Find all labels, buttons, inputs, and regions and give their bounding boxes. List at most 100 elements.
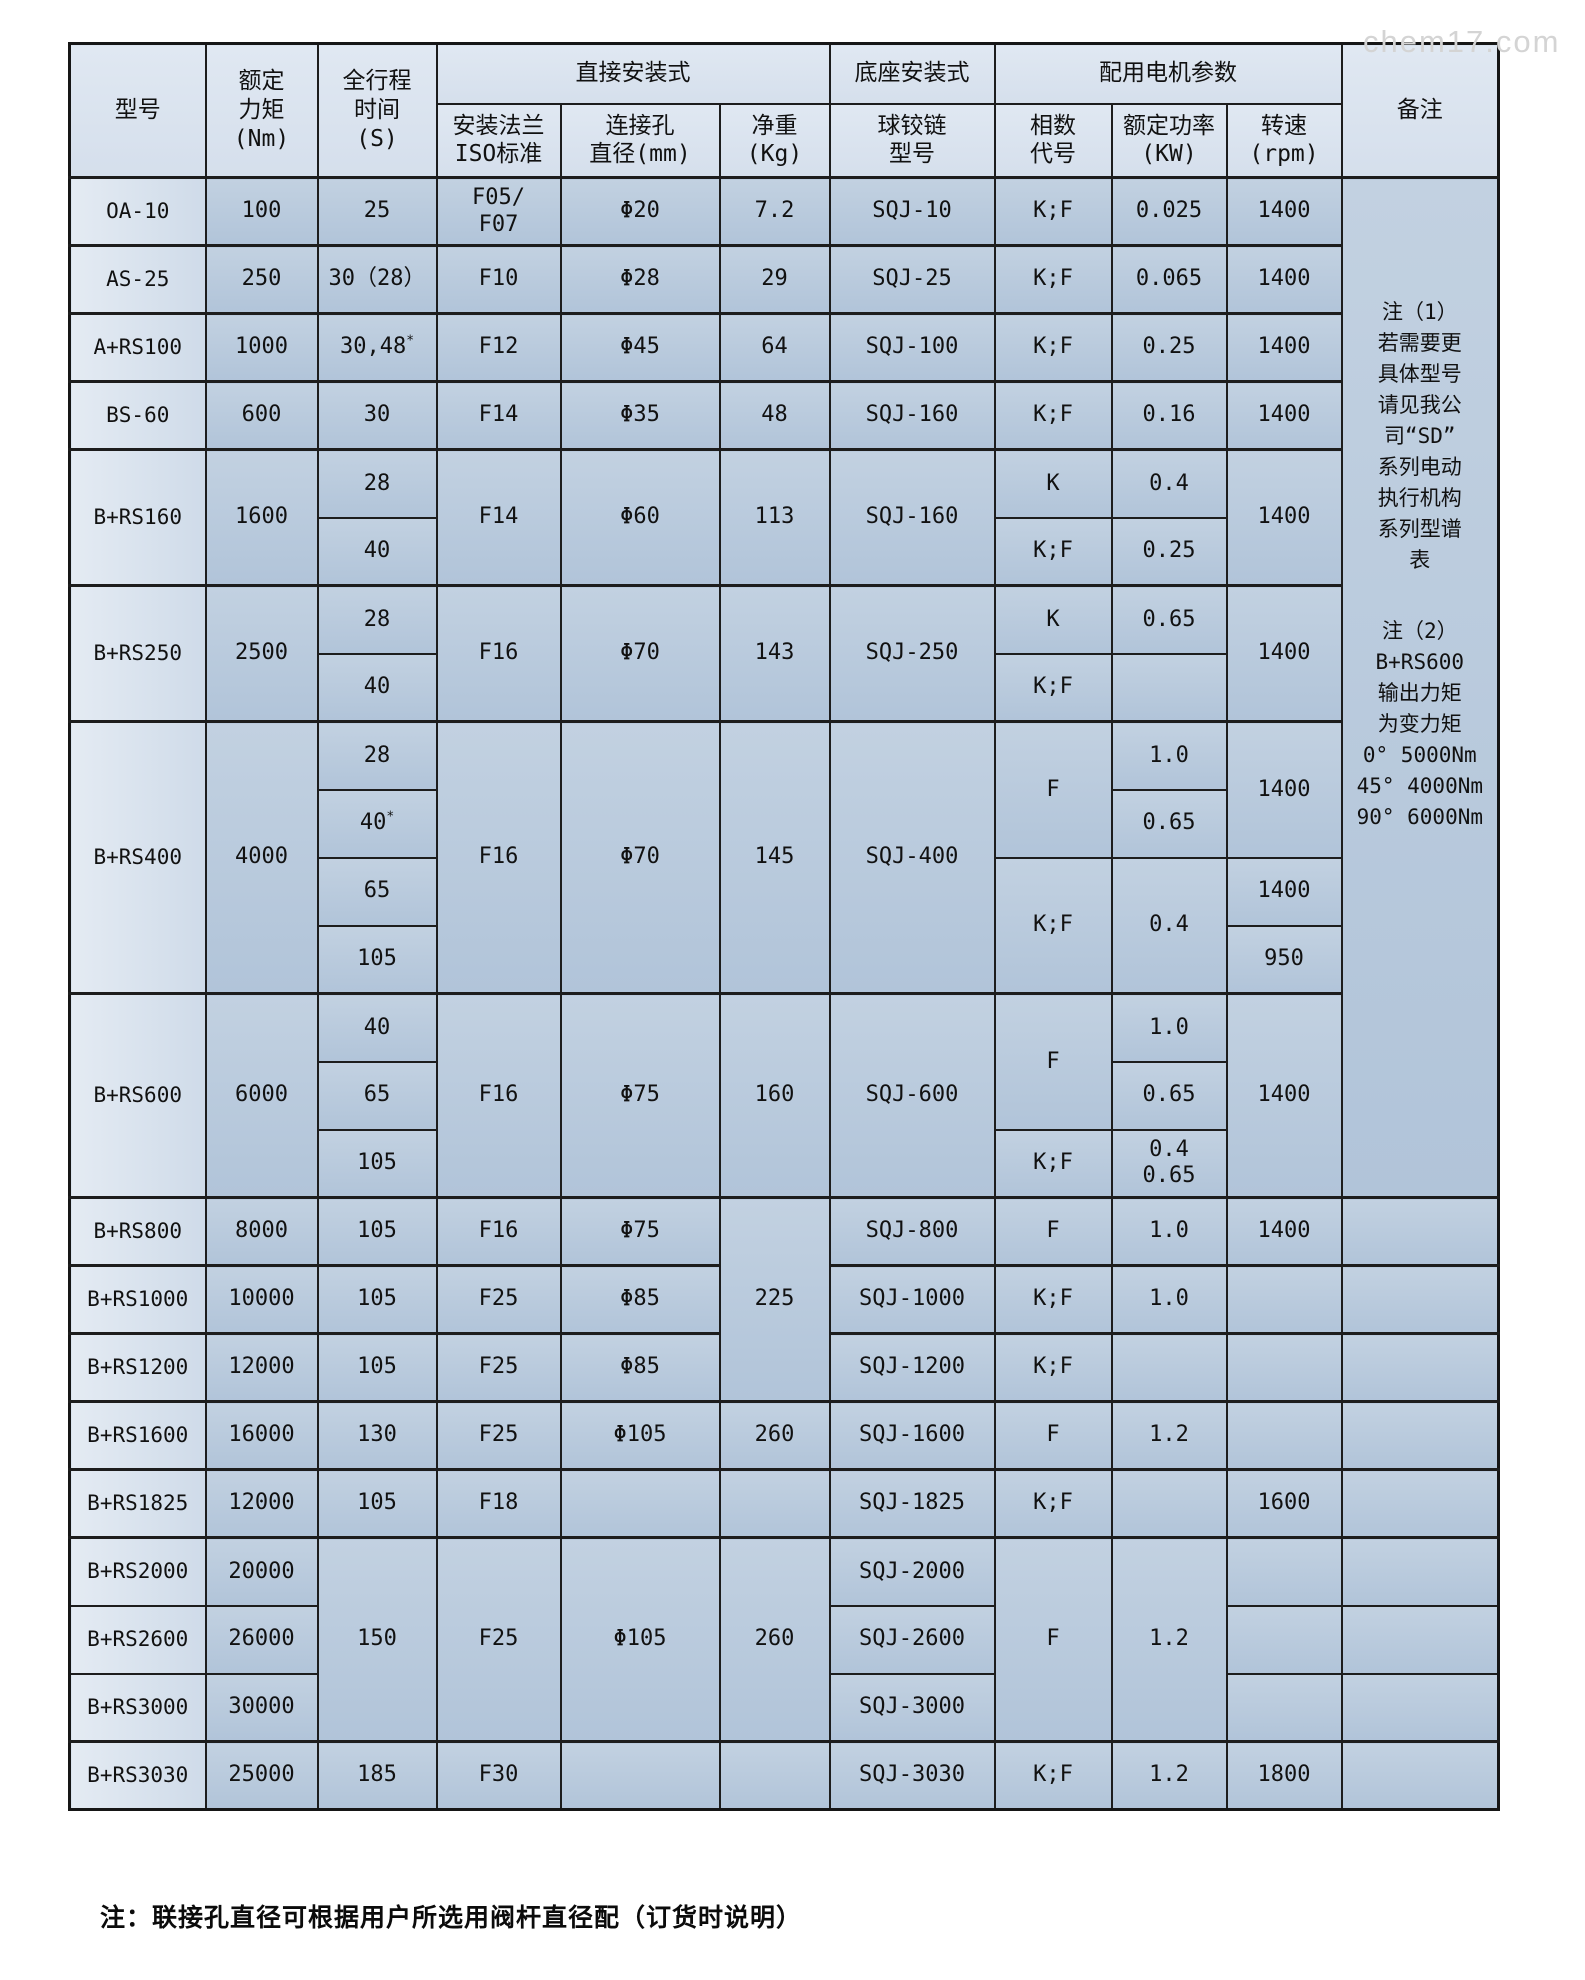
cell-text: 1.0 [1149,742,1189,768]
table-cell: 950 [1225,924,1343,995]
table-cell: 6000 [204,992,319,1199]
cell-text: SQJ-100 [865,334,959,360]
cell-text: SQJ-1200 [859,1354,965,1380]
table-cell: 1400 [1225,720,1343,859]
cell-text: 1400 [1257,878,1311,904]
cell-text: Φ105 [613,1422,667,1448]
note-line: 具体型号 [1377,362,1462,386]
cell-text: 105 [357,1150,397,1176]
cell-text: 160 [754,1082,795,1108]
cell-text: K;F [1033,674,1073,700]
table-cell: 0.4 [1110,856,1228,995]
model-cell: B+RS2600 [68,1604,207,1675]
table-cell: 113 [718,448,831,587]
table-cell: 260 [718,1536,831,1743]
cell-text: 1600 [1257,1490,1311,1516]
table-cell [559,1468,721,1539]
model-cell: B+RS2000 [68,1536,207,1607]
table-cell: Φ85 [559,1264,721,1335]
table-cell: F30 [435,1740,562,1811]
table-cell: F [993,720,1113,859]
table-cell: Φ28 [559,244,721,315]
cell-text: Φ70 [620,640,660,666]
table-cell: F10 [435,244,562,315]
cell-text: 1400 [1257,640,1311,666]
table-cell: F16 [435,992,562,1199]
table-cell: F18 [435,1468,562,1539]
table-cell: SQJ-160 [828,448,996,587]
table-cell [1225,1332,1343,1403]
note-line: 90° 6000Nm [1356,805,1483,829]
table-cell: 0.25 [1110,312,1228,383]
table-cell: 0.025 [1110,176,1228,247]
table-cell: F25 [435,1332,562,1403]
table-row: BS-60 600 30 F14 Φ35 48 SQJ-160 K;F 0.16 1400 [68,380,1499,451]
cell-text: 7.2 [754,198,795,224]
table-cell: 25 [316,176,438,247]
table-cell: K;F [993,1740,1113,1811]
cell-text: 40 [359,810,387,836]
table-row: B+RS600 6000 40 F16 Φ75 160 SQJ-600 F 1.0 1400 [68,992,1499,1199]
cell-text: 1.0 [1149,1014,1189,1040]
table-cell: 1600 [204,448,319,587]
table-row: OA-10 100 25 F05/ F07 Φ20 7.2 SQJ-10 K;F 0.025 14… [68,176,1500,1199]
table-cell: F25 [435,1400,562,1471]
table-cell: 0.4 [1110,448,1228,519]
cell-text: Φ35 [620,402,660,428]
cell-text: 950 [1264,946,1304,972]
cell-text: 0.16 [1142,402,1196,428]
cell-text: 1400 [1257,1082,1311,1108]
cell-text: 40 [363,674,391,700]
table-cell: SQJ-3030 [828,1740,996,1811]
table-cell: SQJ-1200 [828,1332,996,1403]
table-cell [1225,1672,1343,1743]
cell-text: 1400 [1257,198,1311,224]
cell-text: SQJ-800 [865,1218,959,1244]
cell-text: 250 [241,266,282,292]
model-cell: B+RS160 [68,448,207,587]
table-cell: K [993,584,1113,655]
table-cell: 40 [316,992,438,1063]
cell-text: B+RS800 [93,1218,182,1243]
cell-text: 转速 (rpm) [1249,112,1319,168]
cell-text: SQJ-160 [865,504,959,530]
cell-text: 备注 [1396,97,1443,124]
table-cell: F25 [435,1536,562,1743]
header-cell: 安装法兰 ISO标准 [435,102,562,179]
cell-text: 1.0 [1149,1218,1189,1244]
table-row: 105 K;F 0.4 0.65 [70,1128,1499,1199]
cell-text: BS-60 [106,402,170,427]
table-cell: SQJ-600 [828,992,996,1199]
cell-text: 1.2 [1149,1762,1189,1788]
cell-text: Φ105 [613,1626,667,1652]
note-line: 执行机构 [1377,486,1462,510]
table-cell: 28 [316,584,438,655]
cell-text: 12000 [228,1490,295,1516]
table-row: B+RS160 1600 28 F14 Φ60 113 SQJ-160 K 0.4 1400 [68,448,1499,587]
table-cell: 105 [316,1332,438,1403]
table-cell: SQJ-800 [828,1196,996,1267]
table-cell: 1.0 [1110,1264,1228,1335]
table-cell [559,1740,721,1811]
cell-text: 0.65 [1142,606,1196,632]
cell-text: 0.4 [1149,470,1189,496]
cell-text: F10 [478,266,519,292]
note-line: B+RS600 [1375,650,1465,674]
cell-text: F [1046,1422,1060,1448]
cell-text: 直接安装式 [575,60,691,87]
cell-text: 65 [363,878,391,904]
table-row: 40 K;F 0.25 [70,516,1499,587]
table-cell: K;F [993,856,1113,995]
table-cell: 160 [718,992,831,1199]
table-row: A+RS100 1000 30,48* F12 Φ45 64 SQJ-100 K;F 0.25 1… [68,312,1499,383]
model-cell: B+RS1825 [68,1468,207,1539]
table-cell: 250 [204,244,319,315]
table-cell: 0.65 [1110,1060,1228,1131]
cell-text: 1.2 [1149,1422,1189,1448]
cell-text: 113 [754,504,795,530]
table-cell: 1000 [204,312,319,383]
cell-text: B+RS2000 [87,1559,189,1584]
table-cell: Φ105 [559,1400,721,1471]
table-cell [1340,1196,1500,1267]
asterisk-mark: * [386,809,395,825]
